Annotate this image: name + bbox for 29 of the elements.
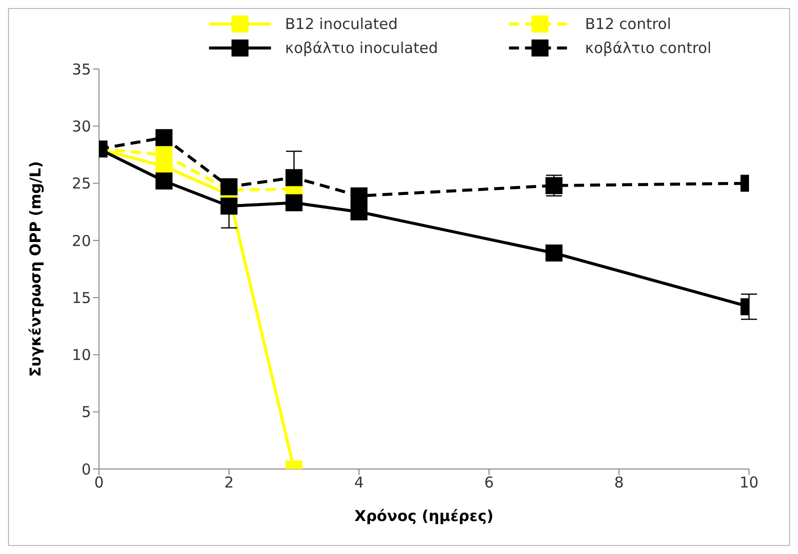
x-tick-label: 0: [94, 474, 104, 492]
y-tick-label: 15: [72, 288, 91, 307]
x-tick-label: 10: [739, 474, 759, 492]
point: [350, 203, 368, 220]
y-tick-label: 5: [81, 403, 91, 422]
y-tick-label: 25: [72, 174, 91, 193]
x-tick-label: 6: [484, 474, 494, 492]
point: [220, 198, 238, 215]
point: [220, 178, 238, 196]
y-tick-label: 30: [72, 117, 91, 136]
point: [286, 169, 302, 186]
x-tick-label: 2: [224, 474, 234, 492]
legend-label: B12 control: [585, 15, 672, 33]
legend-label: κοβάλτιο inoculated: [285, 39, 438, 57]
point: [156, 129, 172, 146]
y-tick-label: 35: [72, 60, 91, 78]
legend-label: κοβάλτιο control: [585, 39, 712, 57]
point: [286, 194, 302, 212]
x-tick-label: 4: [354, 474, 364, 492]
point: [156, 172, 172, 190]
y-tick-label: 10: [72, 346, 91, 364]
y-tick-label: 20: [72, 232, 91, 250]
y-tick-label: 0: [81, 460, 91, 478]
point: [350, 187, 368, 204]
legend-label: B12 inoculated: [285, 15, 398, 33]
point: [546, 244, 562, 262]
x-axis-title: Χρόνος (ημέρες): [354, 507, 494, 525]
y-axis-title: Συγκέντρωση OPP (mg/L): [26, 161, 44, 377]
x-tick-label: 8: [614, 474, 624, 492]
